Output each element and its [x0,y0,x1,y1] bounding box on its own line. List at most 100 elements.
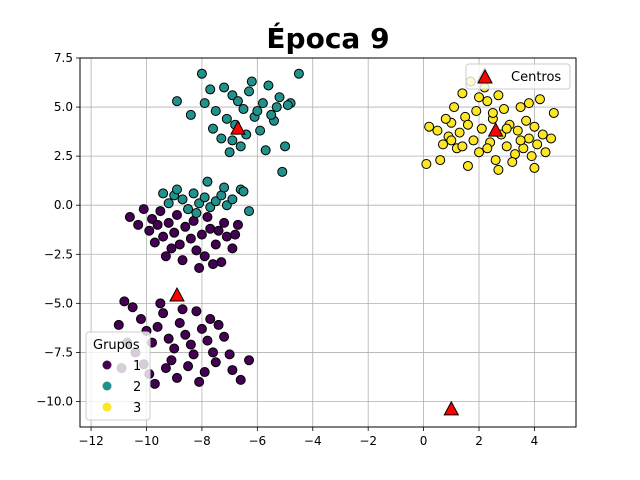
data-point-group-1 [169,343,180,354]
data-point-group-1 [160,363,171,374]
data-point-group-1 [188,349,199,360]
data-point-group-3 [507,157,518,168]
x-axis: −12 −10 −8 −6 −4 −2 0 2 4 [78,427,538,448]
data-point-group-1 [185,339,196,350]
data-point-group-1 [158,308,169,319]
data-point-group-2 [199,192,210,203]
data-point-group-2 [158,188,169,199]
data-points [113,68,559,389]
data-point-group-1 [191,306,202,317]
data-point-group-1 [166,243,177,254]
groups-legend-label-1: 1 [133,359,141,374]
data-point-group-2 [199,98,210,109]
data-point-group-1 [133,219,144,230]
data-point-group-2 [210,105,221,116]
data-point-group-3 [515,135,526,146]
y-tick-label: −7.5 [44,345,73,359]
groups-legend-box [85,331,151,421]
data-point-group-1 [113,319,124,330]
data-point-group-1 [166,355,177,366]
data-point-group-2 [244,86,255,97]
data-point-group-1 [191,245,202,256]
data-point-group-3 [515,102,526,113]
data-point-group-2 [238,186,249,197]
data-point-group-2 [202,176,213,187]
data-point-group-2 [235,141,246,152]
data-point-group-3 [493,90,504,101]
data-point-group-1 [135,314,146,325]
data-point-group-2 [277,166,288,177]
data-point-group-3 [468,135,479,146]
data-point-group-3 [487,107,498,118]
data-point-group-2 [246,76,257,87]
data-point-group-1 [180,329,191,340]
data-point-group-3 [501,123,512,134]
data-point-group-1 [219,217,230,228]
centers-legend-marker [477,68,493,84]
y-tick-label: 0.0 [54,198,73,212]
data-point-group-1 [208,259,219,270]
data-point-group-3 [546,133,557,144]
data-point-group-3 [462,160,473,171]
data-point-group-3 [482,143,493,154]
data-point-group-3 [482,96,493,107]
y-tick-label: 5.0 [54,100,73,114]
data-point-group-1 [210,357,221,368]
x-tick-label: −2 [359,434,377,448]
data-point-group-1 [213,319,224,330]
data-point-group-1 [163,333,174,344]
data-point-group-3 [421,158,432,169]
data-point-group-2 [271,102,282,113]
data-point-group-2 [183,204,194,215]
data-point-group-1 [177,255,188,266]
data-point-group-1 [155,206,166,217]
groups-legend-entry-2: 2 [102,380,141,395]
data-point-group-1 [124,211,135,222]
data-point-group-2 [177,194,188,205]
data-point-group-3 [449,102,460,113]
data-point-group-3 [437,139,448,150]
grid [80,57,576,427]
data-point-group-3 [498,104,509,115]
data-point-group-1 [180,221,191,232]
data-point-group-3 [474,92,485,103]
data-point-group-1 [177,304,188,315]
data-point-group-2 [196,68,207,79]
data-point-group-1 [199,367,210,378]
data-point-group-2 [224,147,235,158]
data-point-group-1 [208,347,219,358]
data-point-group-3 [540,147,551,158]
data-point-group-1 [199,251,210,262]
data-point-group-1 [196,323,207,334]
data-point-group-2 [257,98,268,109]
data-point-group-1 [219,331,230,342]
x-tick-label: −4 [304,434,322,448]
data-point-group-2 [274,92,285,103]
data-point-group-1 [149,237,160,248]
data-point-group-1 [183,361,194,372]
x-tick-label: 2 [475,434,483,448]
x-tick-label: 0 [420,434,428,448]
data-point-group-2 [191,208,202,219]
center-marker [230,120,246,135]
data-point-group-1 [210,239,221,250]
data-point-group-3 [526,151,537,162]
data-point-group-1 [194,376,205,387]
data-point-group-2 [185,109,196,120]
x-tick-label: −12 [78,434,103,448]
data-point-group-1 [205,223,216,234]
data-point-group-2 [252,105,263,116]
groups-legend-marker-2 [102,381,112,391]
data-point-group-2 [282,100,293,111]
data-point-group-1 [163,217,174,228]
centers-legend: Centros [465,63,571,90]
data-point-group-2 [171,184,182,195]
plot-frame [79,57,577,428]
data-point-group-1 [227,243,238,254]
data-point-group-1 [171,210,182,221]
data-point-group-1 [174,317,185,328]
data-point-group-1 [235,374,246,385]
data-point-group-2 [280,141,291,152]
data-point-group-1 [205,314,216,325]
data-point-group-1 [202,335,213,346]
